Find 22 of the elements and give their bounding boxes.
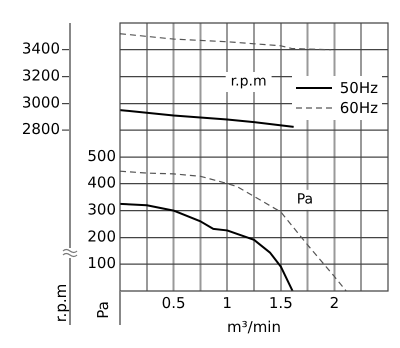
line-series (120, 170, 347, 291)
x-axis-title: m³/min (227, 318, 281, 336)
x-tick-label: 1.5 (268, 294, 293, 312)
y2-tick-label: 3200 (22, 66, 60, 84)
y-axis-title: Pa (94, 301, 112, 319)
annotation: r.p.m (230, 74, 267, 90)
annotation: Pa (296, 192, 314, 208)
legend-label: 50Hz (340, 79, 378, 97)
y-tick-label: 300 (87, 200, 116, 218)
x-tick-label: 1 (222, 294, 232, 312)
x-tick-label: 0.5 (162, 294, 186, 312)
y-tick-label: 100 (87, 254, 116, 272)
line-series (120, 33, 332, 50)
legend-label: 60Hz (340, 99, 378, 117)
y2-tick-label: 3000 (22, 93, 60, 112)
y-tick-label: 500 (87, 146, 116, 165)
y-tick-label: 200 (87, 227, 116, 246)
y2-axis-title: r.p.m (52, 284, 70, 322)
y-tick-label: 400 (87, 174, 116, 192)
y2-tick-label: 2800 (22, 120, 60, 138)
x-tick-label: 2 (330, 294, 340, 312)
y2-tick-label: 3400 (22, 40, 60, 58)
